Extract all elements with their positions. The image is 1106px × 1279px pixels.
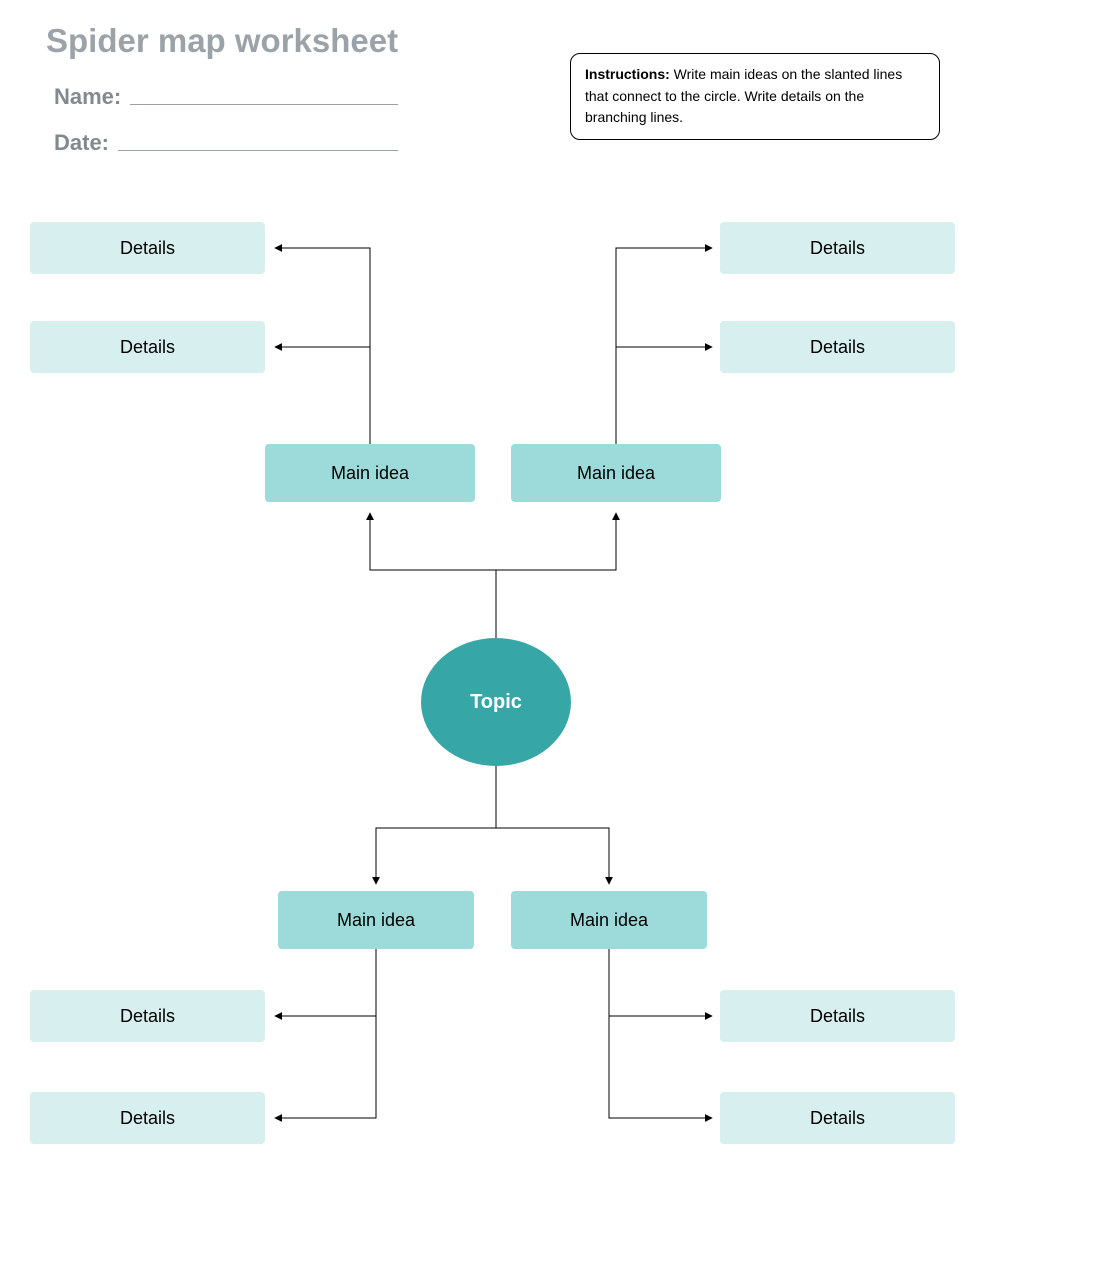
main-idea-label: Main idea xyxy=(337,910,415,931)
detail-box-top-right-2: Details xyxy=(720,321,955,373)
worksheet-page: Spider map worksheet Name: Date: Instruc… xyxy=(0,0,1106,1279)
detail-label: Details xyxy=(120,1108,175,1129)
detail-box-bottom-right-1: Details xyxy=(720,990,955,1042)
detail-box-bottom-left-2: Details xyxy=(30,1092,265,1144)
detail-label: Details xyxy=(810,238,865,259)
page-title: Spider map worksheet xyxy=(46,22,398,60)
main-idea-top-left: Main idea xyxy=(265,444,475,502)
date-line xyxy=(118,150,398,151)
main-idea-label: Main idea xyxy=(331,463,409,484)
main-idea-bottom-right: Main idea xyxy=(511,891,707,949)
detail-label: Details xyxy=(810,1108,865,1129)
detail-label: Details xyxy=(120,1006,175,1027)
name-line xyxy=(130,104,398,105)
topic-circle: Topic xyxy=(421,638,571,766)
connector-layer xyxy=(0,0,1106,1279)
detail-label: Details xyxy=(120,337,175,358)
topic-label: Topic xyxy=(470,691,522,714)
instructions-title: Instructions: xyxy=(585,66,674,82)
main-idea-label: Main idea xyxy=(577,463,655,484)
detail-box-bottom-right-2: Details xyxy=(720,1092,955,1144)
detail-box-top-left-1: Details xyxy=(30,222,265,274)
detail-box-top-left-2: Details xyxy=(30,321,265,373)
detail-label: Details xyxy=(810,1006,865,1027)
name-label: Name: xyxy=(54,84,121,110)
date-label: Date: xyxy=(54,130,109,156)
main-idea-bottom-left: Main idea xyxy=(278,891,474,949)
main-idea-label: Main idea xyxy=(570,910,648,931)
detail-label: Details xyxy=(120,238,175,259)
detail-box-bottom-left-1: Details xyxy=(30,990,265,1042)
instructions-box: Instructions: Write main ideas on the sl… xyxy=(570,53,940,140)
main-idea-top-right: Main idea xyxy=(511,444,721,502)
detail-label: Details xyxy=(810,337,865,358)
detail-box-top-right-1: Details xyxy=(720,222,955,274)
